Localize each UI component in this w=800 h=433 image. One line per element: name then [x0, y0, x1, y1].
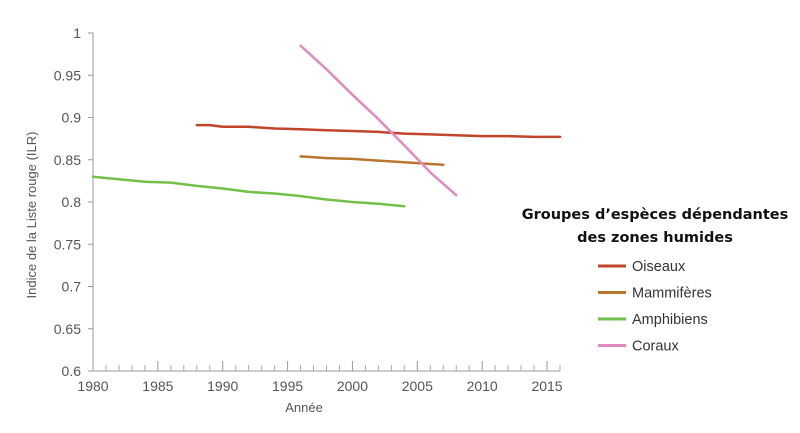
- y-ticks: 0.6 0.65 0.7 0.75 0.8 0.85 0.9 0.95 1: [54, 25, 93, 379]
- x-axis-title: Année: [285, 400, 323, 415]
- x-tick-label: 2005: [402, 378, 433, 394]
- x-tick-label: 1995: [272, 378, 303, 394]
- x-tick-label: 2015: [531, 378, 562, 394]
- series-line-coraux: [299, 44, 458, 197]
- series-line-mammiferes: [299, 155, 445, 167]
- legend-label: Amphibiens: [632, 312, 708, 328]
- y-tick-label: 0.95: [54, 67, 81, 83]
- x-tick-label: 1980: [77, 378, 108, 394]
- legend-label: Oiseaux: [632, 259, 686, 275]
- y-tick-label: 0.6: [62, 363, 82, 379]
- y-tick-label: 0.65: [54, 321, 81, 337]
- x-minor-ticks: [105, 365, 561, 371]
- legend-label: Coraux: [632, 339, 679, 355]
- x-tick-label: 2010: [467, 378, 498, 394]
- y-tick-label: 0.7: [62, 279, 82, 295]
- x-tick-label: 1985: [142, 378, 173, 394]
- legend-title-line-1: Groupes d’espèces dépendantes: [522, 207, 789, 223]
- legend-label: Mammifères: [632, 286, 712, 302]
- legend: Groupes d’espèces dépendantes des zones …: [522, 207, 789, 355]
- y-tick-label: 1: [73, 25, 81, 41]
- series-lines: [91, 44, 562, 208]
- y-tick-label: 0.75: [54, 236, 81, 252]
- series-line-amphibiens: [91, 175, 406, 208]
- x-ticks: 1980 1985 1990 1995 2000 2005 2010 2015: [77, 361, 563, 394]
- y-axis-title: Indice de la Liste rouge (ILR): [24, 132, 39, 299]
- series-line-oiseaux: [195, 123, 562, 139]
- legend-title-line-2: des zones humides: [577, 230, 733, 246]
- x-tick-label: 2000: [337, 378, 368, 394]
- y-tick-label: 0.8: [62, 194, 82, 210]
- x-tick-label: 1990: [207, 378, 238, 394]
- y-tick-label: 0.9: [62, 110, 82, 126]
- legend-items: Oiseaux Mammifères Amphibiens Coraux: [598, 259, 712, 355]
- y-tick-label: 0.85: [54, 152, 81, 168]
- axes: 0.60.650.70.750.80.850.90.951 1980 1985 19…: [54, 25, 563, 394]
